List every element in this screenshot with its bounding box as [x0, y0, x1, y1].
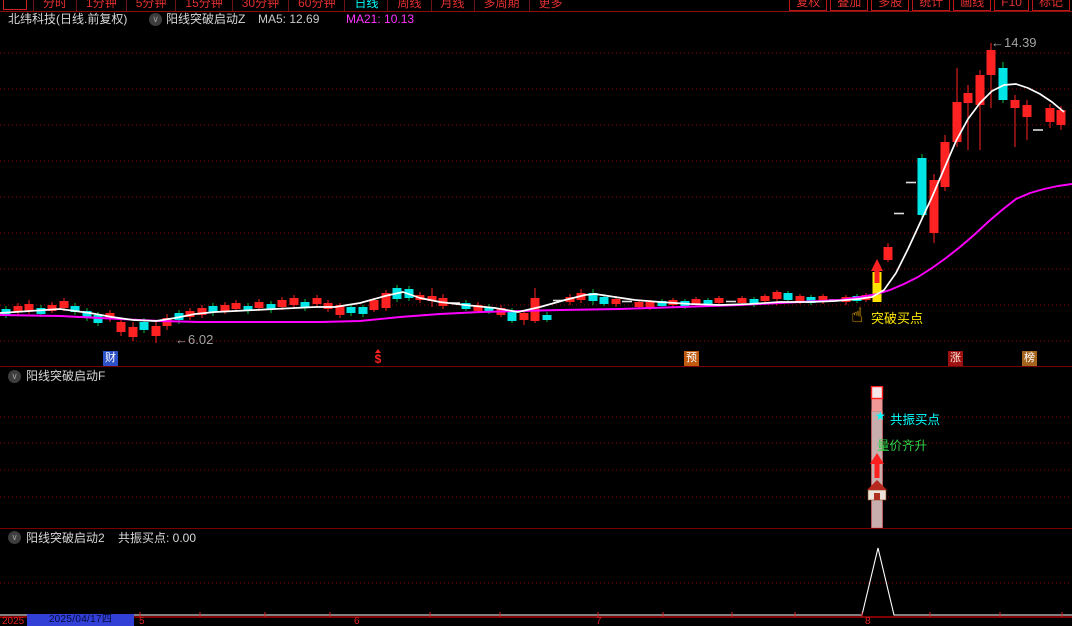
breakout-buy-label: 突破买点 — [871, 311, 924, 326]
spike-indicator-chart[interactable] — [0, 547, 1072, 626]
period-toolbar: 分时 1分钟 5分钟 15分钟 30分钟 60分钟 日线 周线 月线 多周期 更… — [0, 0, 1072, 12]
event-marker-row: 财 $ 预 涨 榜 — [0, 349, 1072, 366]
period-tab-more[interactable]: 更多 — [528, 0, 572, 11]
event-marker-cai[interactable]: 财 — [103, 351, 118, 366]
period-tab-multi[interactable]: 多周期 — [473, 0, 529, 11]
main-indicator-name[interactable]: 阳线突破启动Z — [166, 12, 246, 26]
period-tab-daily-active[interactable]: 日线 — [344, 0, 387, 11]
grid-layout-icon[interactable] — [3, 0, 27, 10]
toolbar-button-f10[interactable]: F10 — [994, 0, 1029, 11]
panel3-header: ∨ 阳线突破启动2 共振买点: 0.00 — [0, 530, 1072, 546]
toolbar-button-overlay[interactable]: 叠加 — [830, 0, 869, 11]
ma5-value-label: MA5: 12.69 — [258, 12, 320, 26]
selected-date-box: 2025/04/17四 — [27, 614, 134, 626]
panel3-value-label: 共振买点: 0.00 — [118, 531, 197, 545]
panel2-collapse-icon[interactable]: ∨ — [8, 370, 21, 383]
toolbar-button-multistock[interactable]: 多股 — [871, 0, 910, 11]
period-tab-15min[interactable]: 15分钟 — [175, 0, 231, 11]
event-marker-yu[interactable]: 预 — [684, 351, 699, 366]
period-tab-30min[interactable]: 30分钟 — [231, 0, 288, 11]
period-tab-60min[interactable]: 60分钟 — [288, 0, 344, 11]
x-axis-month-label: 8 — [865, 616, 871, 626]
volume-price-rise-label: 量价齐升 — [877, 439, 928, 453]
event-marker-dollar[interactable]: $ — [371, 349, 385, 366]
x-axis: 2025 2025/04/17四 5 6 7 8 — [0, 613, 1072, 626]
ma21-value-label: MA21: 10.13 — [346, 12, 415, 26]
toolbar-button-drawline[interactable]: 画线 — [953, 0, 992, 11]
up-caret-icon — [375, 349, 381, 353]
period-tab-fenshi[interactable]: 分时 — [33, 0, 76, 11]
stock-title: 北纬科技(日线.前复权) — [8, 12, 128, 26]
x-axis-month-label: 6 — [354, 616, 360, 626]
period-tab-monthly[interactable]: 月线 — [430, 0, 474, 11]
toolbar-button-fuquan[interactable]: 复权 — [789, 0, 828, 11]
panel3-collapse-icon[interactable]: ∨ — [8, 531, 21, 544]
main-chart-header: 北纬科技(日线.前复权) ∨ 阳线突破启动Z MA5: 12.69 MA21: … — [0, 11, 1072, 28]
period-tab-weekly[interactable]: 周线 — [387, 0, 430, 11]
event-marker-bang[interactable]: 榜 — [1022, 351, 1037, 366]
star-icon: ★ — [875, 409, 886, 423]
panel-separator-1 — [0, 366, 1072, 367]
panel2-header: ∨ 阳线突破启动F — [0, 368, 1072, 385]
period-tab-5min[interactable]: 5分钟 — [125, 0, 176, 11]
x-axis-month-label: 5 — [139, 616, 145, 626]
panel3-indicator-name[interactable]: 阳线突破启动2 — [26, 531, 105, 545]
panel2-indicator-name[interactable]: 阳线突破启动F — [26, 369, 106, 383]
high-price-annotation: ←14.39 — [991, 35, 1037, 50]
signal-column-chart[interactable] — [0, 386, 1072, 528]
x-axis-month-label: 7 — [596, 616, 602, 626]
x-axis-year-label: 2025 — [2, 616, 25, 626]
toolbar-button-stats[interactable]: 统计 — [912, 0, 951, 11]
indicator-collapse-icon[interactable]: ∨ — [149, 13, 162, 26]
low-price-annotation: ←6.02 — [175, 332, 214, 347]
event-marker-zhang[interactable]: 涨 — [948, 351, 963, 366]
pointing-hand-icon: ☝ — [851, 305, 864, 327]
main-candle-chart[interactable] — [0, 28, 1072, 367]
resonance-buy-label: 共振买点 — [890, 413, 941, 427]
toolbar-button-mark[interactable]: 标记 — [1031, 0, 1070, 11]
panel-separator-2 — [0, 528, 1072, 529]
period-tab-1min[interactable]: 1分钟 — [76, 0, 126, 11]
